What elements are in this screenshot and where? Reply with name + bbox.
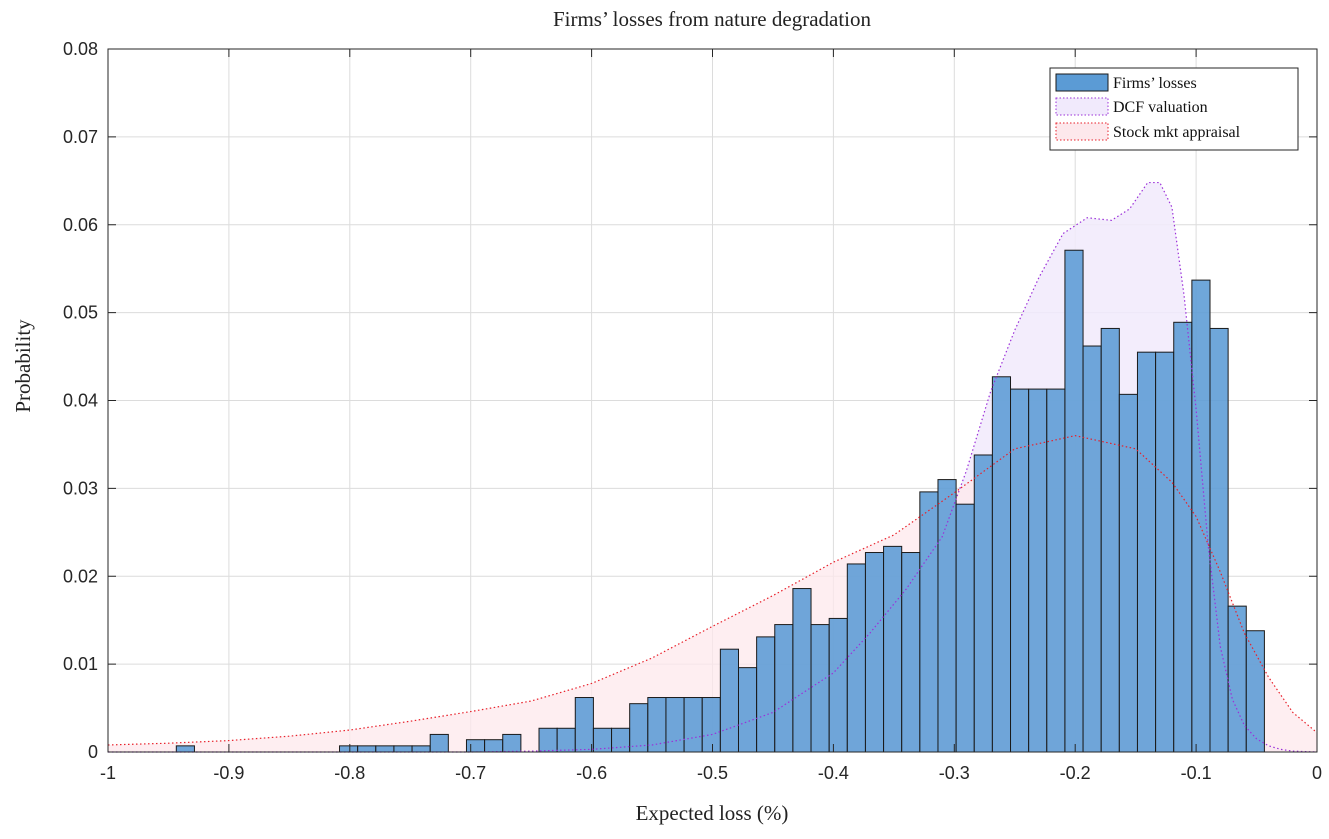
x-tick-label: -0.5 xyxy=(697,763,728,783)
histogram-bar xyxy=(556,727,576,753)
histogram-bar xyxy=(465,739,486,753)
density-line-dcf-valuation xyxy=(108,181,1318,753)
histogram-bar xyxy=(828,617,848,753)
x-tick-label: -0.7 xyxy=(455,763,486,783)
histogram-bar xyxy=(701,697,721,753)
y-tick-label: 0.03 xyxy=(63,478,98,498)
x-tick-label: -0.1 xyxy=(1181,763,1212,783)
axes xyxy=(107,48,1318,753)
histogram-bar xyxy=(1118,393,1138,753)
y-tick-label: 0.08 xyxy=(63,39,98,59)
histogram-bar xyxy=(756,636,776,753)
x-tick-label: -0.2 xyxy=(1060,763,1091,783)
histogram-bar xyxy=(919,491,939,753)
y-tick-label: 0.01 xyxy=(63,654,98,674)
histogram-bar xyxy=(991,376,1012,753)
histogram-bar xyxy=(1209,327,1229,753)
histogram-bar xyxy=(683,697,703,753)
histogram-bar xyxy=(629,703,649,753)
histogram-bar xyxy=(1028,388,1048,753)
histogram-bar xyxy=(574,697,594,753)
histogram-bar xyxy=(1245,630,1265,753)
histogram-bar xyxy=(719,648,739,753)
histogram-bar xyxy=(357,745,377,753)
y-tick-label: 0 xyxy=(88,742,98,762)
x-tick-label: -0.4 xyxy=(818,763,849,783)
histogram-bar xyxy=(737,667,758,753)
histogram-bar xyxy=(339,745,359,753)
histogram-bar xyxy=(1227,605,1247,753)
y-tick-label: 0.05 xyxy=(63,303,98,323)
y-tick-label: 0.06 xyxy=(63,215,98,235)
tick-labels: -1 -0.9 -0.8 -0.7 -0.6 -0.5 -0.4 -0.3 -0.2 -0.1 0 0… xyxy=(63,39,1322,783)
x-tick-label: -0.6 xyxy=(576,763,607,783)
legend-swatch-firms-losses xyxy=(1055,73,1109,92)
legend-label-stock-mkt-appraisal: Stock mkt appraisal xyxy=(1113,124,1241,141)
histogram-bar xyxy=(973,454,993,753)
histogram-bar xyxy=(1100,327,1120,753)
legend-swatch-dcf-valuation xyxy=(1055,97,1109,116)
histogram-bar xyxy=(393,745,413,753)
histogram-bar xyxy=(1136,351,1157,753)
x-tick-label: -0.9 xyxy=(213,763,244,783)
histogram-bar xyxy=(955,503,975,753)
histogram-bar xyxy=(411,745,431,753)
legend: Firms’ losses DCF valuation Stock mkt ap… xyxy=(1049,67,1299,151)
y-axis-label: Probability xyxy=(11,319,35,413)
histogram-bar xyxy=(774,624,794,753)
histogram-bar xyxy=(502,733,522,753)
histogram-bar xyxy=(611,727,631,753)
x-axis-label: Expected loss (%) xyxy=(636,801,789,825)
histogram-bar xyxy=(375,745,395,753)
histogram-bar xyxy=(792,588,812,753)
histogram-bar xyxy=(429,733,449,753)
y-tick-label: 0.02 xyxy=(63,566,98,586)
histogram-bar xyxy=(1082,345,1102,753)
x-tick-label: -0.3 xyxy=(939,763,970,783)
histogram-bar xyxy=(810,624,830,753)
histogram-bar xyxy=(883,545,903,753)
histogram-bars xyxy=(175,249,1265,753)
histogram-bar xyxy=(1010,388,1030,753)
x-tick-label: 0 xyxy=(1312,763,1322,783)
y-tick-label: 0.04 xyxy=(63,391,98,411)
histogram-bar xyxy=(1064,249,1084,753)
histogram-bar xyxy=(175,745,195,753)
legend-swatch-stock-mkt-appraisal xyxy=(1055,122,1109,141)
histogram-bar xyxy=(1173,321,1193,753)
density-lines xyxy=(107,181,1318,753)
chart-title: Firms’ losses from nature degradation xyxy=(553,7,872,31)
histogram-bar xyxy=(864,552,885,753)
legend-label-firms-losses: Firms’ losses xyxy=(1113,75,1197,92)
x-tick-label: -0.8 xyxy=(334,763,365,783)
histogram-bar xyxy=(937,479,957,753)
histogram-bar xyxy=(484,739,504,753)
histogram-bar xyxy=(1046,388,1066,753)
histogram-bar xyxy=(538,727,558,753)
histogram-bar xyxy=(846,563,866,753)
legend-label-dcf-valuation: DCF valuation xyxy=(1113,99,1208,116)
histogram-bar xyxy=(665,697,685,753)
histogram-bar xyxy=(1155,351,1175,753)
histogram-bar xyxy=(1191,279,1211,753)
x-tick-label: -1 xyxy=(100,763,116,783)
y-tick-label: 0.07 xyxy=(63,127,98,147)
